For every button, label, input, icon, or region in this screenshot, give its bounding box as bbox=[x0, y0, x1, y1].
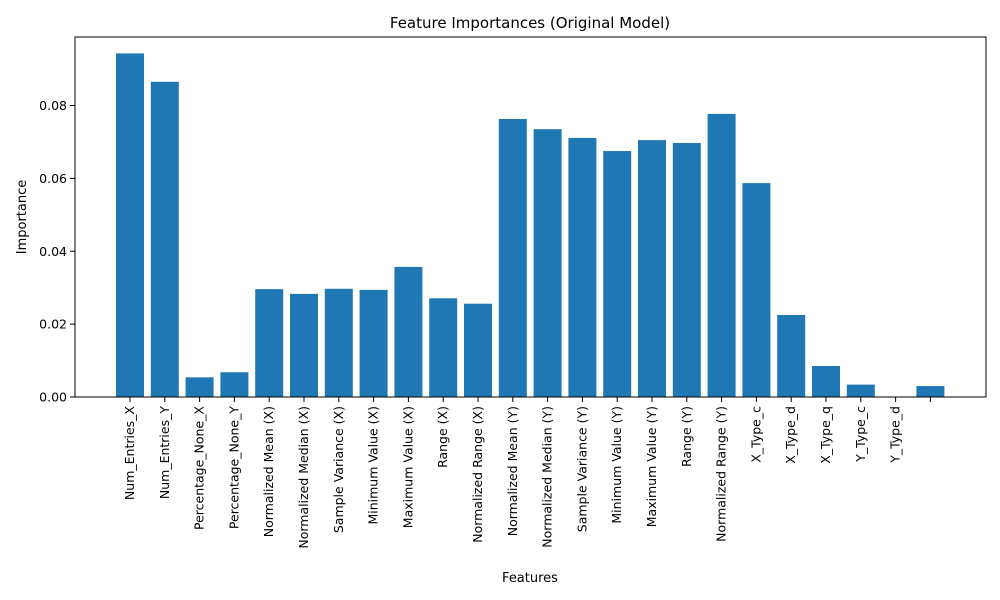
bar bbox=[533, 129, 562, 397]
x-tick-label: X_Type_q bbox=[818, 406, 833, 464]
x-tick-label: Maximum Value (X) bbox=[400, 406, 415, 528]
bar bbox=[185, 377, 214, 397]
x-tick-label: Minimum Value (X) bbox=[366, 406, 381, 525]
bar bbox=[672, 143, 701, 397]
bar bbox=[707, 113, 736, 397]
x-tick-label: Normalized Range (Y) bbox=[714, 406, 729, 542]
x-tick-label: Maximum Value (Y) bbox=[644, 406, 659, 527]
y-ticks-group: 0.00 0.02 0.04 0.06 0.08 bbox=[39, 98, 75, 405]
x-tick-label: Percentage_None_Y bbox=[226, 406, 241, 529]
x-tick-label: X_Type_c bbox=[748, 406, 763, 463]
x-tick-label: Normalized Median (Y) bbox=[540, 406, 555, 548]
bar bbox=[603, 151, 632, 397]
y-axis-label: Importance bbox=[15, 180, 30, 255]
bar bbox=[429, 298, 458, 397]
chart-title: Feature Importances (Original Model) bbox=[390, 14, 670, 32]
bar bbox=[742, 183, 771, 397]
x-ticks-group: Num_Entries_X Num_Entries_Y Percentage_Non… bbox=[122, 397, 931, 549]
bar bbox=[359, 289, 388, 397]
x-tick-label: Normalized Median (X) bbox=[296, 406, 311, 549]
x-tick-label: Y_Type_d bbox=[888, 406, 903, 464]
y-tick-label: 0.06 bbox=[39, 171, 67, 186]
bar bbox=[290, 293, 318, 397]
bar bbox=[638, 140, 666, 397]
bar bbox=[220, 372, 249, 397]
x-tick-label: Num_Entries_X bbox=[122, 406, 137, 500]
bars-group bbox=[116, 53, 945, 398]
bar bbox=[846, 384, 875, 397]
y-tick-label: 0.04 bbox=[39, 244, 67, 259]
x-tick-label: Num_Entries_Y bbox=[157, 406, 172, 499]
x-tick-label: Normalized Mean (X) bbox=[261, 406, 276, 537]
x-tick-label: Sample Variance (X) bbox=[331, 406, 346, 533]
x-tick-label: Y_Type_c bbox=[853, 406, 868, 463]
x-tick-label: Percentage_None_X bbox=[192, 406, 207, 530]
y-tick-label: 0.08 bbox=[39, 98, 67, 113]
x-tick-label: Normalized Mean (Y) bbox=[505, 406, 520, 536]
y-tick-label: 0.00 bbox=[39, 390, 67, 405]
x-tick-label: Minimum Value (Y) bbox=[609, 406, 624, 524]
bar bbox=[777, 315, 806, 397]
plot-frame bbox=[74, 36, 987, 398]
bar bbox=[498, 118, 527, 397]
x-tick-label: Range (X) bbox=[435, 406, 450, 468]
x-tick-label: Normalized Range (X) bbox=[470, 406, 485, 543]
bar bbox=[812, 366, 840, 397]
bar bbox=[150, 81, 179, 397]
bar bbox=[255, 289, 284, 397]
x-tick-label: Sample Variance (Y) bbox=[574, 406, 589, 532]
x-tick-label: X_Type_d bbox=[783, 406, 798, 464]
x-axis-label: Features bbox=[502, 571, 558, 586]
x-tick-label: Range (Y) bbox=[679, 406, 694, 467]
bar bbox=[916, 386, 945, 397]
bar bbox=[568, 137, 597, 397]
bar bbox=[394, 266, 423, 397]
y-tick-label: 0.02 bbox=[39, 317, 67, 332]
bar bbox=[116, 53, 144, 398]
bar bbox=[464, 303, 492, 397]
bar bbox=[324, 288, 353, 397]
